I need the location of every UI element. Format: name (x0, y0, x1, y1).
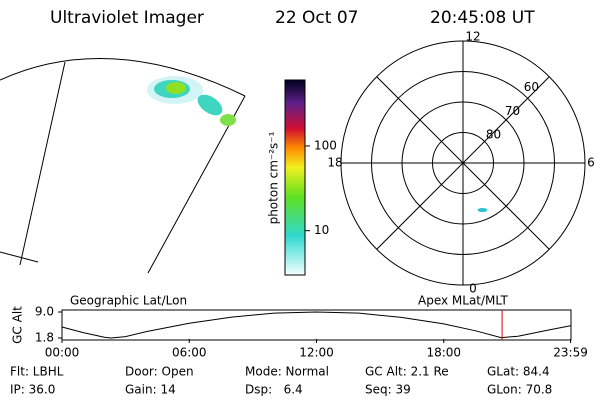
altitude-curve (61, 311, 571, 339)
status-field: GLat: 84.4 (487, 365, 550, 379)
meridian (19, 61, 66, 266)
mlt-label: 0 (469, 282, 477, 296)
instrument: Ultraviolet Imager (50, 8, 204, 28)
altitude-plot: Geographic Lat/Lon Apex MLat/MLT GC Alt 9.0… (11, 294, 588, 360)
date: 22 Oct 07 (275, 8, 358, 28)
status-field: Mode: Normal (245, 365, 329, 379)
inner-arc (0, 251, 39, 263)
mlt-label: 6 (587, 156, 595, 170)
outer-arc (0, 57, 246, 97)
mlt-line (376, 76, 550, 250)
status-field: Gain: 14 (125, 383, 176, 397)
colorbar-tick-label: 10 (314, 223, 329, 237)
left-label: Geographic Lat/Lon (70, 294, 187, 308)
lat-ring (371, 71, 555, 255)
aurora (166, 82, 186, 94)
right-label: Apex MLat/MLT (418, 294, 508, 308)
status-panel: Flt: LBHL Door: Open Mode: Normal GC Alt: 2… (10, 365, 552, 397)
status-field: GLon: 70.8 (487, 383, 552, 397)
lat-label: 70 (505, 104, 520, 118)
lat-label: 80 (486, 128, 501, 142)
colorbar-tick-label: 100 (314, 138, 337, 152)
colorbar-label: photon cm⁻²s⁻¹ (267, 131, 281, 224)
aurora (220, 114, 236, 126)
lat-label: 60 (524, 80, 539, 94)
y-tick-label: 1.8 (35, 331, 54, 345)
x-tick-label: 06:00 (172, 346, 207, 360)
time: 20:45:08 UT (430, 8, 535, 28)
mlt-label: 12 (465, 30, 480, 44)
colorbar: photon cm⁻²s⁻¹ 10 100 (267, 79, 337, 276)
aurora (197, 94, 223, 116)
status-field: Flt: LBHL (10, 365, 64, 379)
status-field: Door: Open (125, 365, 194, 379)
x-tick-label: 12:00 (299, 346, 334, 360)
x-tick-label: 00:00 (45, 346, 80, 360)
lat-ring (432, 132, 494, 194)
status-field: GC Alt: 2.1 Re (365, 365, 449, 379)
lat-ring (401, 101, 525, 225)
colorbar-scale (284, 79, 306, 276)
status-field: IP: 36.0 (10, 383, 55, 397)
y-tick-label: 9.0 (35, 305, 54, 319)
status-field: Dsp: 6.4 (245, 383, 303, 397)
mlt-label: 18 (327, 156, 342, 170)
status-field: Seq: 39 (365, 383, 411, 397)
y-axis-label: GC Alt (11, 306, 25, 344)
aurora-spot (477, 208, 488, 213)
x-tick-label: 23:59 (553, 346, 588, 360)
geographic-image (0, 57, 246, 274)
x-tick-label: 18:00 (426, 346, 461, 360)
